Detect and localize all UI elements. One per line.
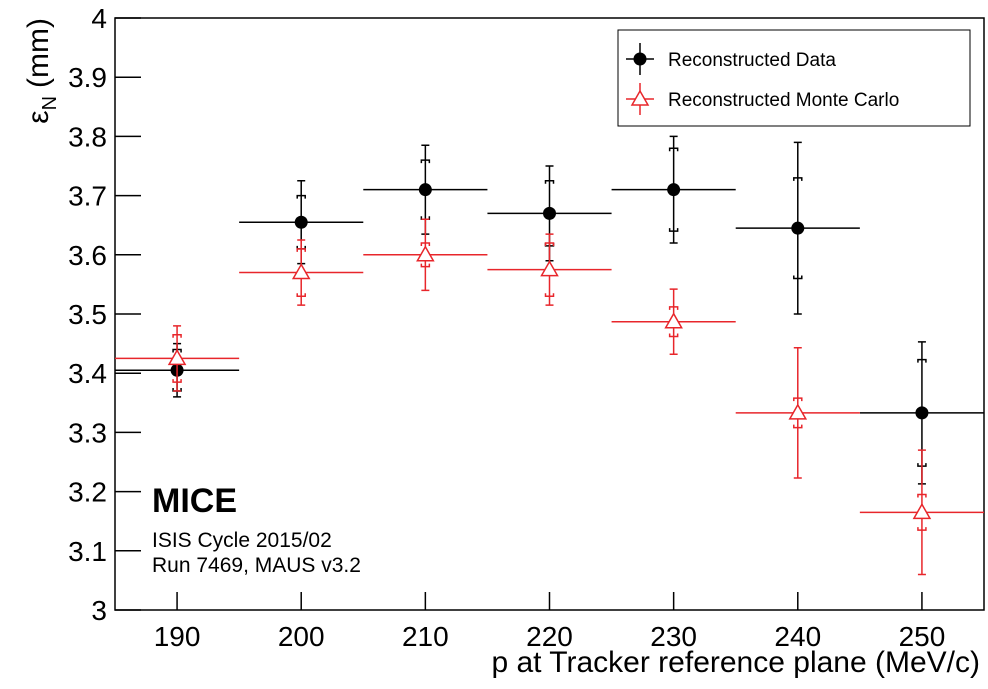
- data-point: [291, 263, 311, 280]
- y-label-unit: (mm): [22, 18, 55, 88]
- inner-error-bar: [668, 147, 679, 232]
- y-tick-label: 3.4: [68, 358, 107, 389]
- y-tick-label: 3.5: [68, 299, 107, 330]
- annotation: ISIS Cycle 2015/02: [152, 529, 332, 552]
- x-tick-label: 190: [154, 621, 201, 652]
- data-point: [664, 312, 683, 329]
- y-axis-label: εN (mm): [22, 18, 61, 124]
- data-point: [543, 206, 556, 220]
- legend-marker: [630, 89, 650, 106]
- data-point: [791, 221, 805, 235]
- legend-label: Reconstructed Monte Carlo: [668, 90, 899, 111]
- data-point: [912, 502, 932, 520]
- y-tick-label: 3: [91, 595, 107, 626]
- y-tick-label: 4: [91, 3, 107, 34]
- inner-error-bar: [917, 493, 927, 531]
- y-tick-label: 3.3: [68, 417, 107, 448]
- inner-error-bar: [420, 242, 431, 268]
- data-point: [167, 348, 187, 366]
- data-point: [788, 403, 808, 420]
- data-point: [540, 260, 559, 277]
- inner-error-bar: [668, 306, 679, 338]
- inner-error-bar: [793, 397, 803, 429]
- inner-error-bar: [544, 242, 555, 297]
- data-point: [294, 215, 308, 229]
- y-label-subscript: N: [39, 96, 61, 110]
- y-tick-label: 3.6: [68, 240, 107, 271]
- inner-error-bar: [296, 248, 306, 297]
- x-tick-label: 240: [774, 621, 821, 652]
- x-tick-label: 220: [526, 621, 573, 652]
- y-tick-label: 3.8: [68, 121, 107, 152]
- data-point: [915, 406, 929, 420]
- x-axis-label: p at Tracker reference plane (MeV/c): [491, 646, 980, 679]
- inner-error-bar: [172, 333, 182, 383]
- annotation-title: MICE: [152, 482, 237, 520]
- y-tick-label: 3.2: [68, 477, 107, 508]
- y-tick-label: 3.9: [68, 62, 107, 93]
- x-tick-label: 200: [278, 621, 325, 652]
- y-tick-label: 3.7: [68, 181, 107, 212]
- inner-error-bar: [793, 177, 803, 280]
- data-point: [416, 245, 435, 262]
- data-point: [418, 183, 432, 197]
- data-point: [667, 183, 681, 197]
- x-tick-label: 230: [650, 621, 697, 652]
- x-tick-label: 250: [899, 621, 946, 652]
- x-tick-label: 210: [402, 621, 449, 652]
- annotation: Run 7469, MAUS v3.2: [152, 554, 361, 577]
- legend-marker: [633, 52, 647, 66]
- y-label-symbol: ε: [22, 110, 55, 123]
- y-tick-label: 3.1: [68, 536, 107, 567]
- legend-label: Reconstructed Data: [668, 50, 836, 71]
- legend-box: [617, 29, 971, 127]
